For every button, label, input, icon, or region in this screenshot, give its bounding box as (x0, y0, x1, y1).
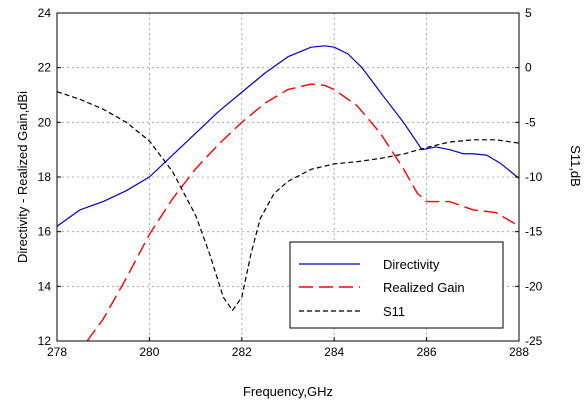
legend-label-s11: S11 (383, 304, 405, 319)
y-axis-label-left: Directivity - Realized Gain,dBi (15, 91, 30, 263)
x-tick-label: 284 (324, 345, 344, 359)
legend-box (289, 241, 504, 329)
legend: Directivity Realized Gain S11 (289, 241, 504, 329)
y-right-tick-label: 5 (525, 6, 532, 20)
series-line-s11 (57, 91, 519, 311)
y-left-tick-label: 16 (38, 225, 52, 239)
x-axis-label: Frequency,GHz (243, 384, 333, 399)
y-left-tick-label: 22 (38, 61, 52, 75)
y-axis-label-right: S11,dB (568, 145, 583, 187)
y-right-tick-label: -20 (525, 279, 543, 293)
x-tick-label: 280 (139, 345, 159, 359)
legend-label-directivity: Directivity (383, 257, 440, 272)
y-right-tick-label: 0 (525, 61, 532, 75)
y-left-tick-label: 14 (38, 279, 52, 293)
y-left-tick-label: 12 (38, 334, 52, 348)
y-right-tick-label: -5 (525, 115, 536, 129)
y-left-tick-label: 18 (38, 170, 52, 184)
x-tick-label: 278 (47, 345, 67, 359)
y-right-tick-label: -25 (525, 334, 543, 348)
y-right-tick-label: -10 (525, 170, 543, 184)
x-tick-label: 288 (509, 345, 529, 359)
legend-label-realized-gain: Realized Gain (383, 280, 465, 295)
x-tick-label: 282 (232, 345, 252, 359)
series-line-realized-gain (86, 83, 519, 341)
ticks: 278 280 282 284 286 288 12 14 16 18 20 22 24 -25 -20 -1… (38, 6, 543, 359)
series-line-directivity (57, 45, 519, 227)
y-right-tick-label: -15 (525, 225, 543, 239)
series-group (57, 45, 519, 341)
y-left-tick-label: 24 (38, 6, 52, 20)
y-left-tick-label: 20 (38, 115, 52, 129)
x-tick-label: 286 (417, 345, 437, 359)
